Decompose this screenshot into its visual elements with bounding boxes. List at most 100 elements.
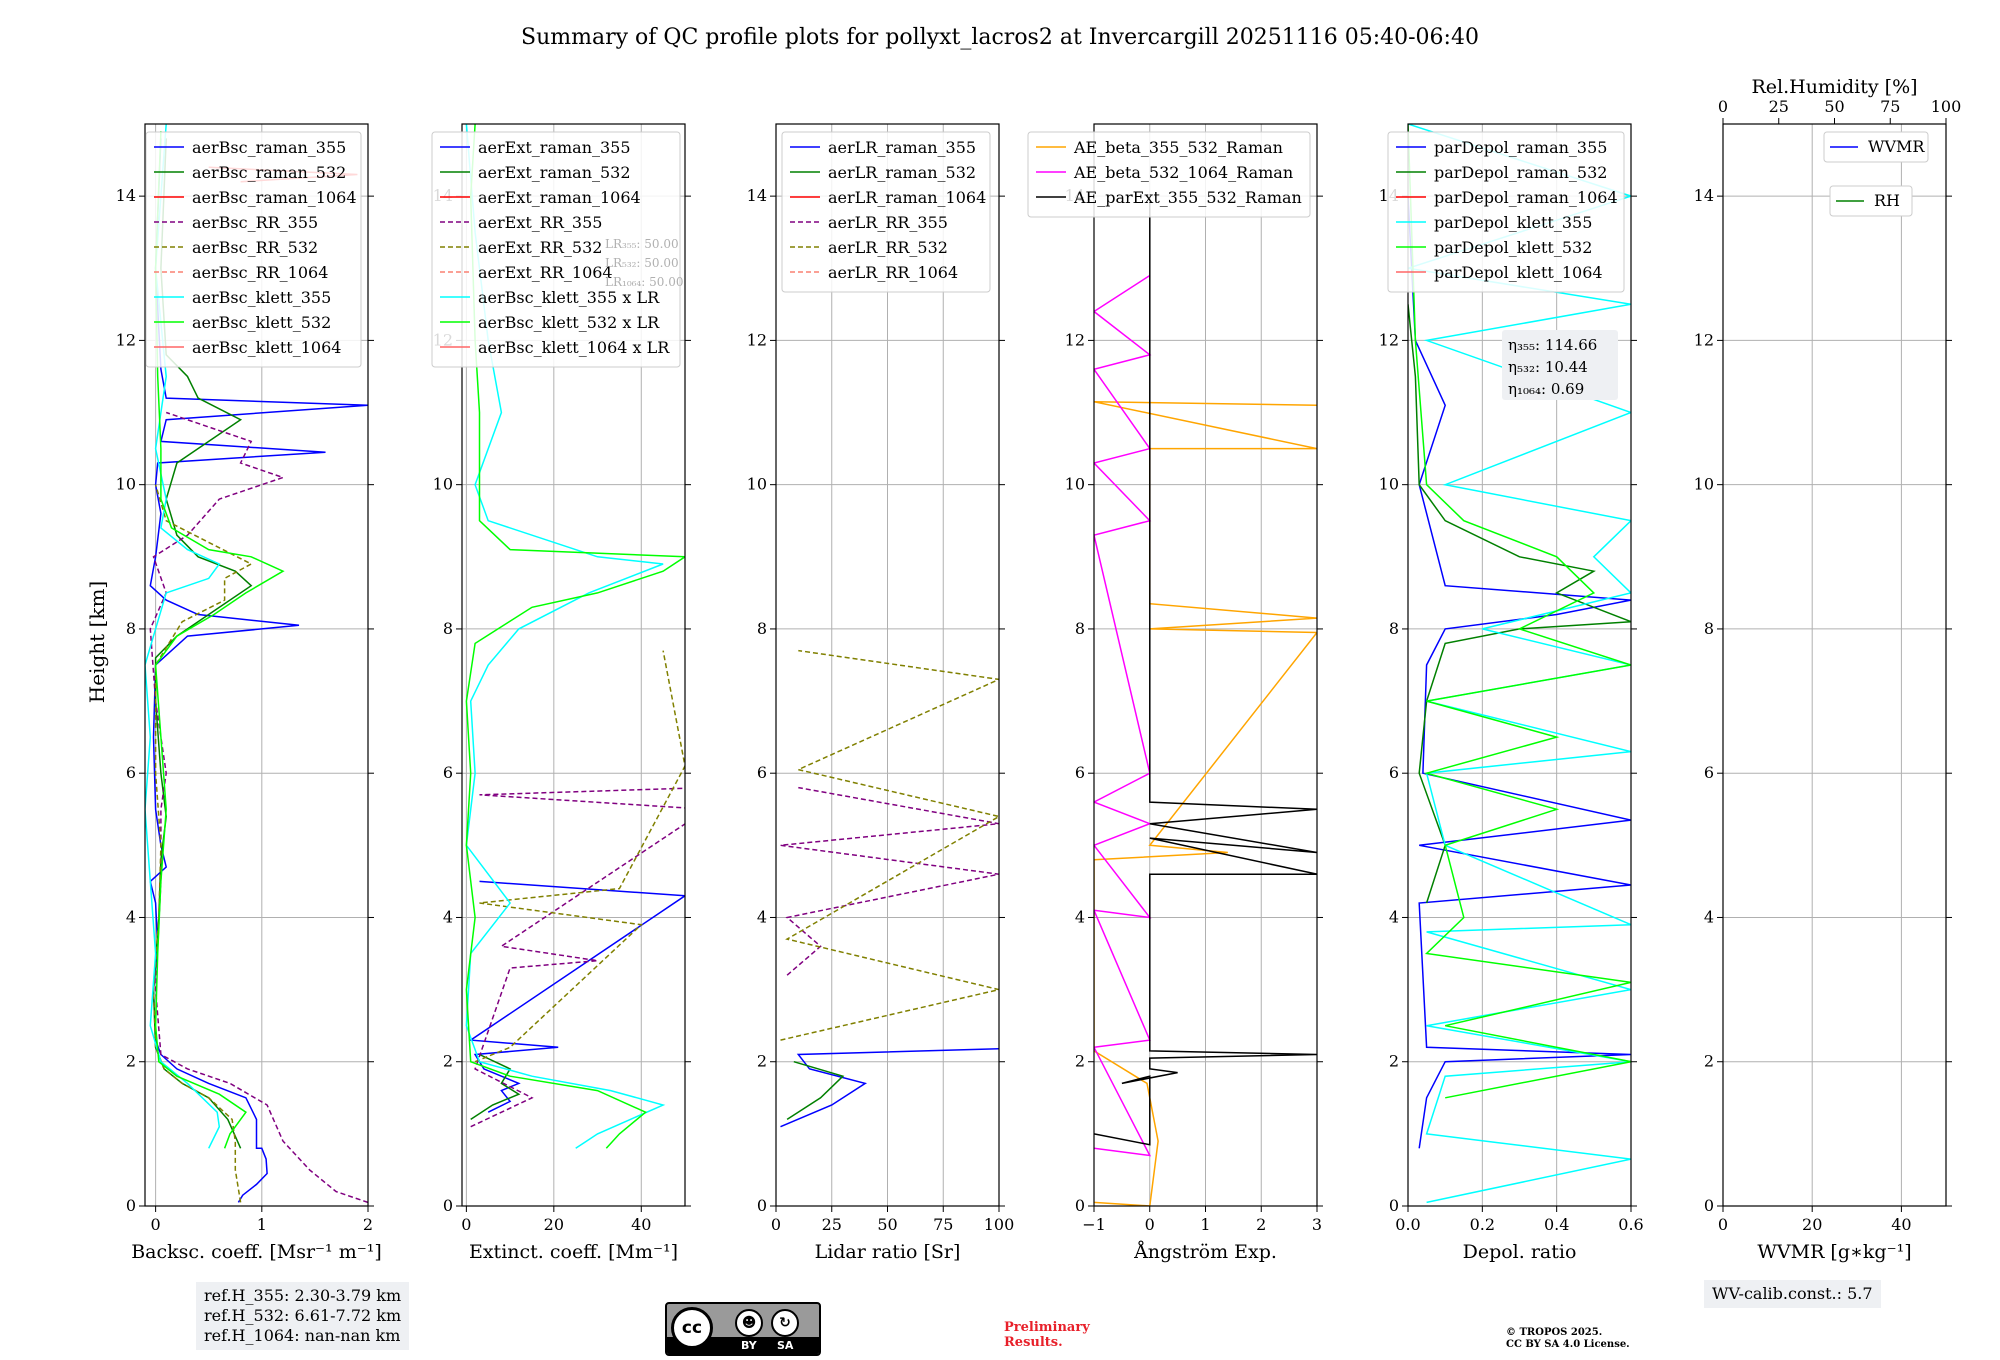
panel-series-2 xyxy=(465,124,685,1149)
legend-3: aerLR_raman_355 aerLR_raman_532 aerLR_rama… xyxy=(781,131,991,293)
legend-frame-3 xyxy=(781,131,991,293)
x-tick-label-4-1: 0 xyxy=(1145,1215,1155,1234)
y-tick-label-4-6: 12 xyxy=(1065,330,1085,349)
cc-license-badge[interactable]: cc ☻ ↻ BY SA xyxy=(665,1302,821,1356)
x-axis-label-1: Backsc. coeff. [Msr⁻¹ m⁻¹] xyxy=(131,1241,382,1263)
panel-series-4 xyxy=(1094,196,1317,1206)
x-tick-label-4-0: −1 xyxy=(1082,1215,1106,1234)
y-tick-label-3-7: 14 xyxy=(747,186,767,205)
legend-label-3-2: aerLR_raman_1064 xyxy=(828,188,986,207)
y-tick-label-3-6: 12 xyxy=(747,330,767,349)
x-tick-label-3-3: 75 xyxy=(933,1215,953,1234)
x-axis-label-3: Lidar ratio [Sr] xyxy=(815,1241,961,1263)
y-tick-label-2-5: 10 xyxy=(433,475,453,494)
legend-label-wvmr: WVMR xyxy=(1868,137,1925,156)
series-line-aerext-rr-355 xyxy=(470,787,685,1128)
cc-sa-share-icon: ↻ xyxy=(771,1309,799,1337)
legend-label-3-1: aerLR_raman_532 xyxy=(828,163,976,182)
legend-label-1-0: aerBsc_raman_355 xyxy=(192,138,346,157)
series-line-aerlr-raman-355 xyxy=(780,1047,999,1128)
y-tick-label-6-4: 8 xyxy=(1704,619,1714,638)
eta-annotation-0: η₃₅₅: 114.66 xyxy=(1508,336,1597,354)
legend-label-2-8: aerBsc_klett_1064 x LR xyxy=(478,338,670,357)
copyright-line-2: CC BY SA 4.0 License. xyxy=(1506,1339,1630,1350)
ref-height-532: ref.H_532: 6.61-7.72 km xyxy=(204,1306,402,1325)
legend-label-1-3: aerBsc_RR_355 xyxy=(192,213,318,232)
y-tick-label-6-7: 14 xyxy=(1694,186,1714,205)
x-tick-label-4-3: 2 xyxy=(1256,1215,1266,1234)
y-tick-label-4-0: 0 xyxy=(1075,1196,1085,1215)
y-tick-label-1-3: 6 xyxy=(126,763,136,782)
legend-label-4-1: AE_beta_532_1064_Raman xyxy=(1073,163,1293,182)
y-axis-label: Height [km] xyxy=(85,581,109,703)
legend-label-3-4: aerLR_RR_532 xyxy=(828,238,948,257)
x-axis-label-4: Ångström Exp. xyxy=(1133,1241,1277,1263)
legend-label-1-5: aerBsc_RR_1064 xyxy=(192,263,328,282)
figure-title: Summary of QC profile plots for pollyxt_… xyxy=(521,25,1479,50)
x-axis-label-2: Extinct. coeff. [Mm⁻¹] xyxy=(469,1241,678,1263)
legend-5: parDepol_raman_355 parDepol_raman_532 parD… xyxy=(1387,131,1625,293)
series-line-pardepol-raman-532 xyxy=(1408,304,1631,904)
series-line-aerlr-rr-355 xyxy=(780,786,999,976)
legend-frame-4 xyxy=(1027,131,1311,218)
series-line-pardepol-klett-532 xyxy=(1408,124,1631,1099)
eta-annotation-2: η₁₀₆₄: 0.69 xyxy=(1508,380,1584,398)
eta-annotation-box xyxy=(1502,330,1618,400)
x-tick-label-2-1: 20 xyxy=(544,1215,564,1234)
y-tick-label-6-3: 6 xyxy=(1704,763,1714,782)
y-tick-label-2-2: 4 xyxy=(443,907,453,926)
y-tick-label-1-4: 8 xyxy=(126,619,136,638)
x-tick-label-1-0: 0 xyxy=(151,1215,161,1234)
top-tick-label-3: 75 xyxy=(1880,97,1900,116)
x-tick-label-5-3: 0.6 xyxy=(1618,1215,1643,1234)
x-tick-label-1-1: 1 xyxy=(257,1215,267,1234)
x-tick-label-3-1: 25 xyxy=(822,1215,842,1234)
x-tick-label-5-2: 0.4 xyxy=(1544,1215,1569,1234)
reference-height-box: ref.H_355: 2.30-3.79 km ref.H_532: 6.61-… xyxy=(196,1282,410,1350)
panel-frame-1 xyxy=(144,123,369,1207)
copyright-notice: © TROPOS 2025. CC BY SA 4.0 License. xyxy=(1506,1327,1630,1351)
y-tick-label-2-3: 6 xyxy=(443,763,453,782)
legend-label-1-1: aerBsc_raman_532 xyxy=(192,163,346,182)
y-tick-label-3-5: 10 xyxy=(747,475,767,494)
top-tick-label-0: 0 xyxy=(1718,97,1728,116)
series-line-ae-beta-532-1064-raman xyxy=(1094,274,1152,1157)
legend-1: aerBsc_raman_355 aerBsc_raman_532 aerBsc_r… xyxy=(145,131,362,368)
legend-label-5-5: parDepol_klett_1064 xyxy=(1434,263,1603,282)
cc-by-label: BY xyxy=(741,1339,757,1352)
top-tick-label-2: 50 xyxy=(1824,97,1844,116)
y-tick-label-4-5: 10 xyxy=(1065,475,1085,494)
panel-3: 0 25 50 75 100 Lidar ratio [Sr] 0 2 4 6 8 10 12 14 aer… xyxy=(747,123,1014,1263)
y-tick-label-2-0: 0 xyxy=(443,1196,453,1215)
y-tick-label-3-0: 0 xyxy=(757,1196,767,1215)
y-tick-label-1-1: 2 xyxy=(126,1052,136,1071)
legend-frame-2 xyxy=(431,131,681,368)
legend-2: aerExt_raman_355 aerExt_raman_532 aerExt_r… xyxy=(431,131,681,368)
legend-label-4-2: AE_parExt_355_532_Raman xyxy=(1073,188,1302,207)
series-line-aerlr-raman-532 xyxy=(786,1060,845,1121)
y-tick-label-2-1: 2 xyxy=(443,1052,453,1071)
series-line-aerbsc-klett-532 xyxy=(154,131,285,1149)
y-tick-label-5-4: 8 xyxy=(1389,619,1399,638)
legend-label-2-4: aerExt_RR_532 xyxy=(478,238,602,257)
wv-calibration-box: WV-calib.const.: 5.7 xyxy=(1704,1280,1881,1308)
cc-logo-icon: cc xyxy=(671,1307,713,1349)
legend-label-2-2: aerExt_raman_1064 xyxy=(478,188,641,207)
legend-4: AE_beta_355_532_Raman AE_beta_532_1064_Ra… xyxy=(1027,131,1311,218)
legend-label-2-6: aerBsc_klett_355 x LR xyxy=(478,288,660,307)
y-tick-label-5-3: 6 xyxy=(1389,763,1399,782)
x-tick-label-5-0: 0.0 xyxy=(1395,1215,1420,1234)
series-line-ae-parext-355-532-raman xyxy=(1094,196,1317,1146)
series-line-aerbsc-klett-355-x-lr xyxy=(465,124,666,1149)
y-tick-label-1-2: 4 xyxy=(126,907,136,926)
cc-sa-label: SA xyxy=(777,1339,794,1352)
panel-6: 0 20 40 WVMR [g∗kg⁻¹] 0 2 4 6 8 10 12 14 0 25 50 75 100 R… xyxy=(1694,76,1962,1263)
y-tick-label-4-2: 4 xyxy=(1075,907,1085,926)
y-tick-label-4-3: 6 xyxy=(1075,763,1085,782)
x-tick-label-6-1: 20 xyxy=(1802,1215,1822,1234)
x-tick-label-6-2: 40 xyxy=(1891,1215,1911,1234)
panel-frame-5 xyxy=(1407,123,1632,1207)
series-line-aerext-raman-532 xyxy=(470,1053,521,1121)
